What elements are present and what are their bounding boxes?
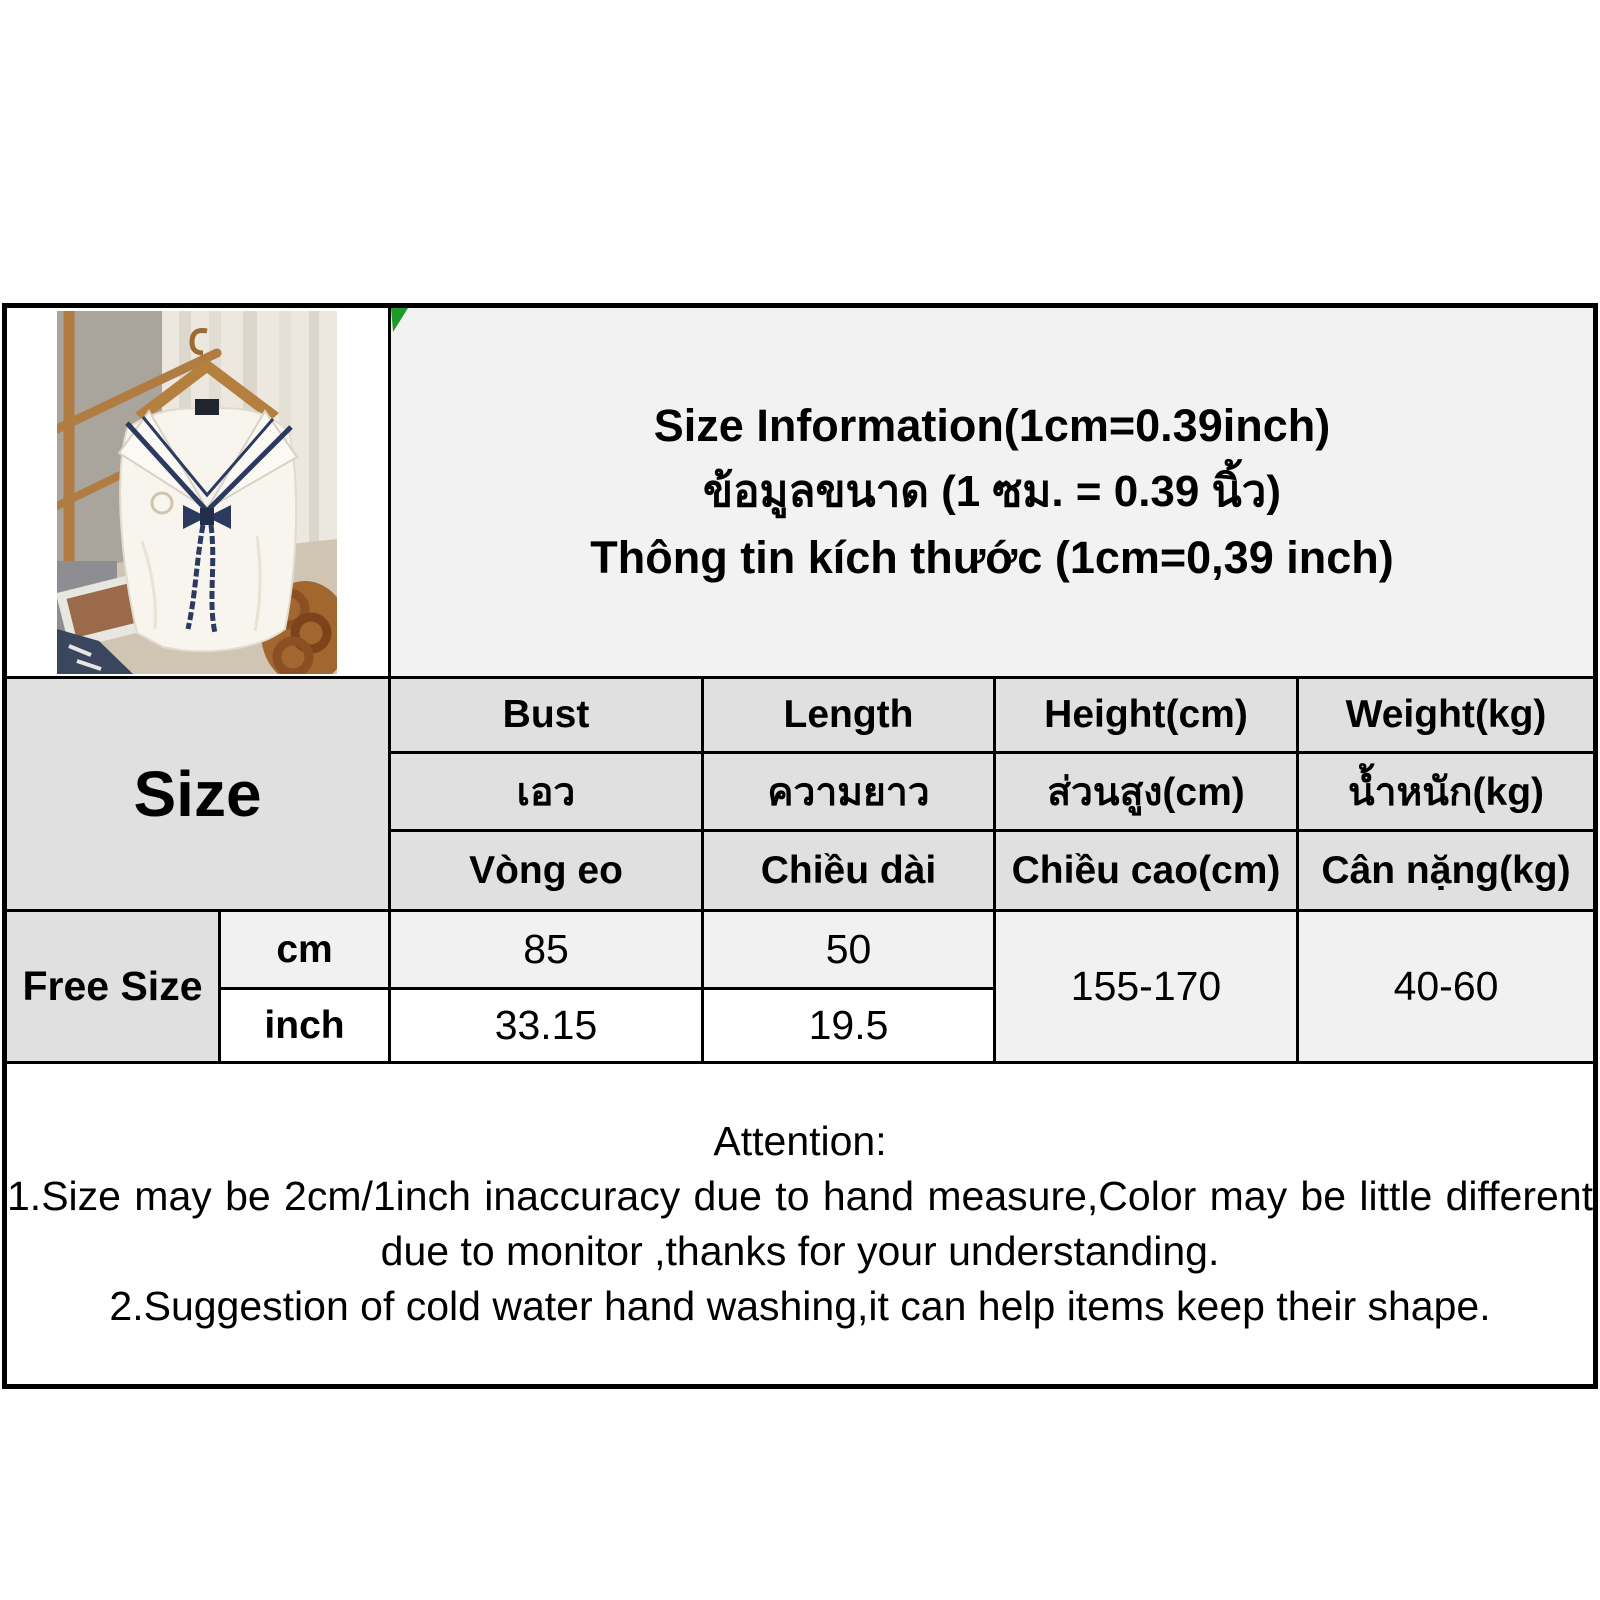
attention-heading: Attention: (713, 1118, 887, 1164)
attention-line-3: 2.Suggestion of cold water hand washing,… (109, 1283, 1491, 1329)
col-header-bust-vi: Vòng eo (388, 829, 704, 912)
title-thai: ข้อมูลขนาด (1 ซม. = 0.39 นิ้ว) (703, 467, 1282, 516)
col-header-weight-th: น้ำหนัก(kg) (1295, 751, 1598, 832)
navy-cloth (57, 628, 133, 674)
length-inch-value: 19.5 (701, 987, 996, 1064)
product-photo-illustration (57, 310, 337, 674)
col-header-length-th: ความยาว (701, 751, 996, 832)
col-header-height-th: ส่วนสูง(cm) (993, 751, 1299, 832)
title-english: Size Information(1cm=0.39inch) (653, 400, 1331, 451)
sailor-collar (117, 408, 299, 515)
attention-line-1: 1.Size may be 2cm/1inch inaccuracy due t… (7, 1173, 1594, 1219)
size-info-sheet: Size Information(1cm=0.39inch) ข้อมูลขนา… (2, 303, 1599, 1389)
unit-cm-cell: cm (218, 909, 391, 990)
bust-cm-value: 85 (388, 909, 704, 990)
height-range-value: 155-170 (993, 909, 1299, 1064)
sailor-top (117, 398, 299, 652)
col-header-height-en: Height(cm) (993, 676, 1299, 754)
col-header-weight-en: Weight(kg) (1295, 676, 1598, 754)
neck-label (195, 398, 219, 415)
size-corner-label: Size (3, 676, 391, 912)
col-header-bust-th: เอว (388, 751, 704, 832)
size-table: Size Information(1cm=0.39inch) ข้อมูลขนา… (2, 303, 1599, 1389)
attention-line-2: due to monitor ,thanks for your understa… (380, 1228, 1220, 1274)
title-vietnamese: Thông tin kích thước (1cm=0,39 inch) (590, 532, 1394, 583)
col-header-height-vi: Chiều cao(cm) (993, 829, 1299, 912)
product-photo-cell (3, 304, 391, 679)
unit-inch-cell: inch (218, 987, 391, 1064)
col-header-weight-vi: Cân nặng(kg) (1295, 829, 1598, 912)
col-header-length-en: Length (701, 676, 996, 754)
bust-inch-value: 33.15 (388, 987, 704, 1064)
title-cell: Size Information(1cm=0.39inch) ข้อมูลขนา… (387, 304, 1598, 679)
attention-note: Attention: 1.Size may be 2cm/1inch inacc… (2, 1061, 1598, 1388)
col-header-bust-en: Bust (388, 676, 704, 754)
navy-bow (183, 504, 231, 634)
product-photo (57, 310, 337, 674)
length-cm-value: 50 (701, 909, 996, 990)
weight-range-value: 40-60 (1295, 909, 1598, 1064)
col-header-length-vi: Chiều dài (701, 829, 996, 912)
title-block: Size Information(1cm=0.39inch) ข้อมูลขนา… (393, 393, 1593, 591)
size-name-cell: Free Size (3, 909, 221, 1064)
green-corner-icon (392, 308, 408, 332)
chest-crest (150, 491, 174, 514)
